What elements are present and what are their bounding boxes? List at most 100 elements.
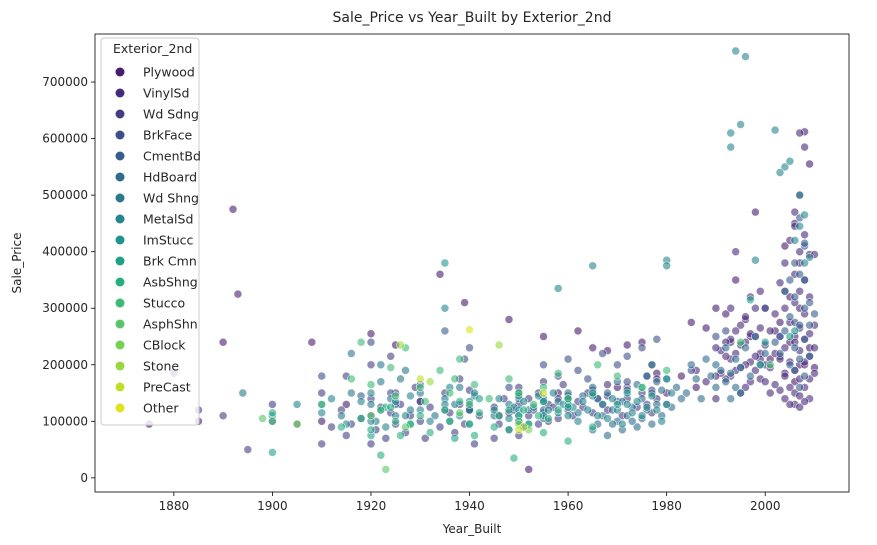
data-point (721, 343, 731, 353)
data-point (726, 303, 736, 313)
data-point (795, 383, 805, 392)
data-point (598, 400, 607, 409)
x-tick-label: 1920 (356, 499, 387, 513)
data-point (780, 286, 790, 296)
data-point (622, 351, 632, 361)
data-point (805, 320, 814, 330)
data-point (770, 309, 780, 319)
legend-marker (115, 109, 125, 119)
data-point (711, 343, 721, 353)
data-point (415, 411, 425, 421)
axes-layer: 1880 1900 1920 1940 1960 1980 2000 0 100000 20000… (42, 33, 850, 513)
data-point (613, 400, 622, 409)
data-point (514, 425, 524, 435)
data-point (603, 380, 612, 389)
data-point (810, 343, 819, 353)
data-point (553, 405, 563, 415)
data-point (751, 351, 760, 361)
data-point (785, 332, 795, 341)
data-point (800, 397, 809, 406)
y-axis-label: Sale_Price (10, 233, 24, 294)
data-point (810, 368, 819, 378)
legend-marker (115, 319, 125, 329)
data-point (509, 453, 519, 463)
data-point (736, 120, 745, 129)
legend-entry-label: Stucco (143, 296, 185, 311)
data-point (603, 388, 612, 398)
data-point (790, 326, 800, 336)
data-point (425, 416, 435, 426)
data-point (406, 405, 415, 415)
data-point (563, 394, 573, 404)
data-point (741, 383, 750, 392)
data-point (751, 207, 760, 217)
data-point (701, 377, 711, 387)
data-point (736, 337, 745, 347)
data-point (307, 337, 317, 347)
data-point (386, 402, 396, 412)
data-point (603, 431, 612, 440)
data-point (652, 334, 662, 344)
data-point (440, 303, 450, 313)
data-point (790, 343, 800, 353)
data-point (775, 332, 785, 341)
data-point (366, 360, 376, 370)
data-point (765, 388, 775, 398)
data-point (780, 343, 790, 353)
data-point (366, 400, 376, 409)
data-point (805, 159, 814, 169)
legend-marker (115, 256, 125, 266)
data-point (617, 419, 627, 429)
data-point (795, 320, 805, 330)
legend-marker (115, 403, 125, 413)
data-point (805, 298, 814, 307)
legend-title: Exterior_2nd (113, 41, 192, 56)
y-tick-label: 400000 (42, 245, 88, 259)
data-point (736, 388, 745, 398)
data-point (366, 388, 376, 398)
data-point (682, 388, 691, 398)
data-point (637, 343, 647, 353)
legend-entry-label: VinylSd (143, 86, 189, 101)
data-point (647, 391, 657, 401)
data-point (341, 431, 351, 440)
data-point (470, 431, 479, 440)
data-point (726, 128, 736, 138)
data-point (647, 419, 657, 429)
data-point (790, 207, 800, 217)
data-point (622, 340, 632, 350)
data-point (465, 419, 474, 429)
legend-entry-label: CBlock (143, 338, 186, 353)
data-point (455, 383, 465, 392)
data-point (268, 408, 277, 418)
data-point (317, 408, 327, 418)
data-point (425, 402, 435, 412)
data-point (677, 394, 686, 404)
data-point (386, 363, 396, 372)
data-point (721, 377, 731, 387)
data-point (317, 439, 327, 449)
data-point (386, 351, 396, 361)
data-point (751, 255, 760, 265)
data-point (440, 258, 450, 268)
legend-entry-label: BrkFace (143, 128, 193, 143)
data-point (494, 340, 504, 350)
x-tick-label: 1960 (553, 499, 584, 513)
data-point (627, 416, 637, 426)
data-point (376, 450, 386, 460)
data-point (622, 377, 632, 387)
data-point (746, 371, 755, 381)
y-tick-label: 500000 (42, 188, 88, 202)
data-point (657, 385, 667, 395)
data-point (706, 371, 716, 381)
data-point (622, 400, 632, 409)
x-tick-label: 1940 (454, 499, 485, 513)
x-tick-label: 1900 (257, 499, 288, 513)
data-point (415, 383, 425, 392)
data-point (455, 397, 465, 406)
data-point (652, 377, 662, 387)
data-point (770, 380, 780, 389)
legend-entry-label: Brk Cmn (143, 254, 197, 269)
data-point (539, 397, 548, 406)
chart-title: Sale_Price vs Year_Built by Exterior_2nd (333, 10, 612, 26)
